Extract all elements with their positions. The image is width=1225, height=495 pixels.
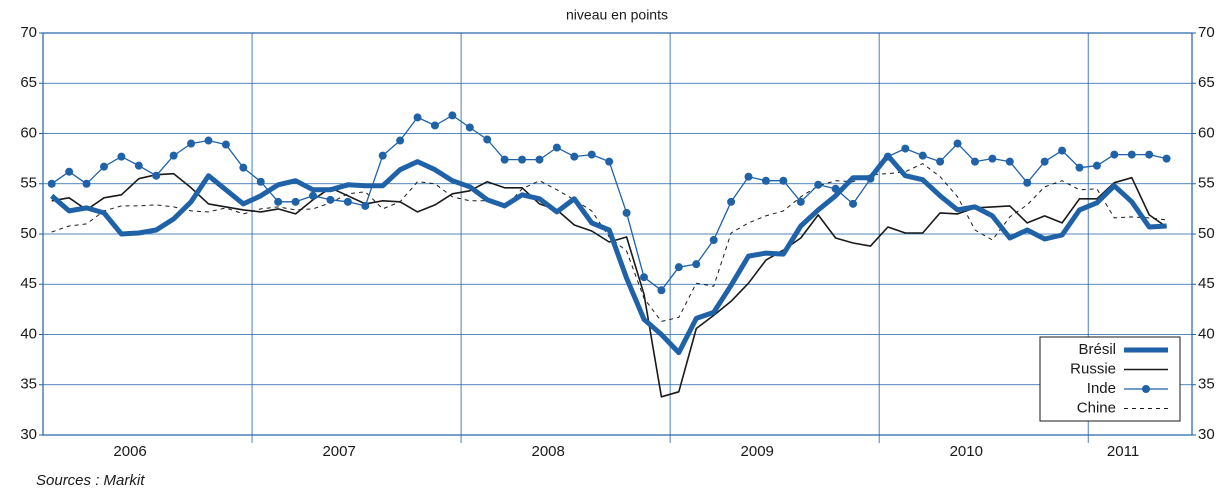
data-point [117, 152, 126, 161]
data-point [1127, 150, 1136, 159]
x-tick-label: 2006 [113, 443, 146, 460]
data-point [1023, 178, 1032, 187]
x-tick-label: 2008 [531, 443, 564, 460]
data-point [727, 197, 736, 206]
legend-marker [1142, 385, 1150, 393]
data-point [814, 180, 823, 189]
data-point [483, 135, 492, 144]
data-point [1058, 146, 1067, 155]
data-point [692, 260, 701, 269]
data-point [239, 163, 248, 172]
data-point [918, 151, 927, 160]
series-line [51, 114, 1167, 291]
data-point [396, 136, 405, 145]
data-point [535, 155, 544, 164]
data-point [552, 143, 561, 152]
y-tick-label: 45 [20, 275, 37, 292]
data-point [779, 176, 788, 185]
y-tick-label: 35 [20, 376, 37, 393]
data-point [152, 171, 161, 180]
series-line [50, 153, 1167, 356]
y2-tick-label: 45 [1198, 275, 1215, 292]
x-tick-label: 2011 [1107, 443, 1139, 460]
data-point [500, 155, 509, 164]
data-point [587, 150, 596, 159]
data-point [518, 155, 527, 164]
data-point [622, 208, 631, 217]
x-tick-label: 2009 [741, 443, 774, 460]
data-point [448, 111, 457, 120]
data-point [1110, 150, 1119, 159]
data-point [361, 201, 370, 210]
y2-tick-label: 60 [1198, 124, 1215, 141]
x-tick-label: 2007 [322, 443, 355, 460]
data-point [1040, 157, 1049, 166]
data-point [309, 191, 318, 200]
legend-label: Russie [1070, 360, 1116, 377]
data-point [82, 179, 91, 188]
chart-subtitle: niveau en points [566, 7, 668, 23]
data-point [343, 197, 352, 206]
data-point [988, 154, 997, 163]
x-tick-label: 2010 [950, 443, 983, 460]
data-point [134, 161, 143, 170]
data-point [970, 157, 979, 166]
data-point [1145, 150, 1154, 159]
data-point [169, 151, 178, 160]
legend-label: Brésil [1078, 341, 1116, 358]
y2-tick-label: 65 [1198, 74, 1215, 91]
data-point [187, 139, 196, 148]
data-point [221, 140, 230, 149]
data-point [1075, 163, 1084, 172]
y2-tick-label: 70 [1198, 24, 1215, 41]
y2-tick-label: 35 [1198, 376, 1215, 393]
data-point [1005, 157, 1014, 166]
data-point [465, 123, 474, 132]
data-point [674, 263, 683, 272]
data-point [1162, 154, 1171, 163]
data-point [796, 197, 805, 206]
y2-tick-label: 55 [1198, 175, 1215, 192]
data-point [657, 286, 666, 295]
y2-tick-label: 50 [1198, 225, 1215, 242]
data-point [99, 162, 108, 171]
series-line [51, 172, 1168, 398]
y-tick-label: 30 [20, 426, 37, 443]
plot-frame [42, 32, 1193, 436]
data-point [47, 179, 56, 188]
data-point [326, 195, 335, 204]
data-point [430, 121, 439, 130]
data-point [1092, 161, 1101, 170]
y2-tick-label: 30 [1198, 426, 1215, 443]
data-point [378, 151, 387, 160]
y-tick-label: 40 [20, 325, 37, 342]
data-point [953, 139, 962, 148]
legend-label: Chine [1077, 399, 1116, 416]
data-point [413, 113, 422, 122]
data-point [936, 157, 945, 166]
data-point [849, 199, 858, 208]
data-point [639, 273, 648, 282]
legend-label: Inde [1087, 380, 1116, 397]
data-point [761, 176, 770, 185]
y-tick-label: 65 [20, 74, 37, 91]
data-point [744, 172, 753, 181]
data-point [204, 136, 213, 145]
y2-tick-label: 40 [1198, 325, 1215, 342]
y-tick-label: 55 [20, 175, 37, 192]
data-point [65, 167, 74, 176]
data-point [274, 197, 283, 206]
data-point [570, 152, 579, 161]
y-tick-label: 50 [20, 225, 37, 242]
data-point [256, 177, 265, 186]
data-point [709, 236, 718, 245]
data-point [291, 197, 300, 206]
data-point [605, 157, 614, 166]
data-point [901, 144, 910, 153]
source-note: Sources : Markit [36, 472, 145, 489]
y-tick-label: 60 [20, 124, 37, 141]
y-tick-label: 70 [20, 24, 37, 41]
